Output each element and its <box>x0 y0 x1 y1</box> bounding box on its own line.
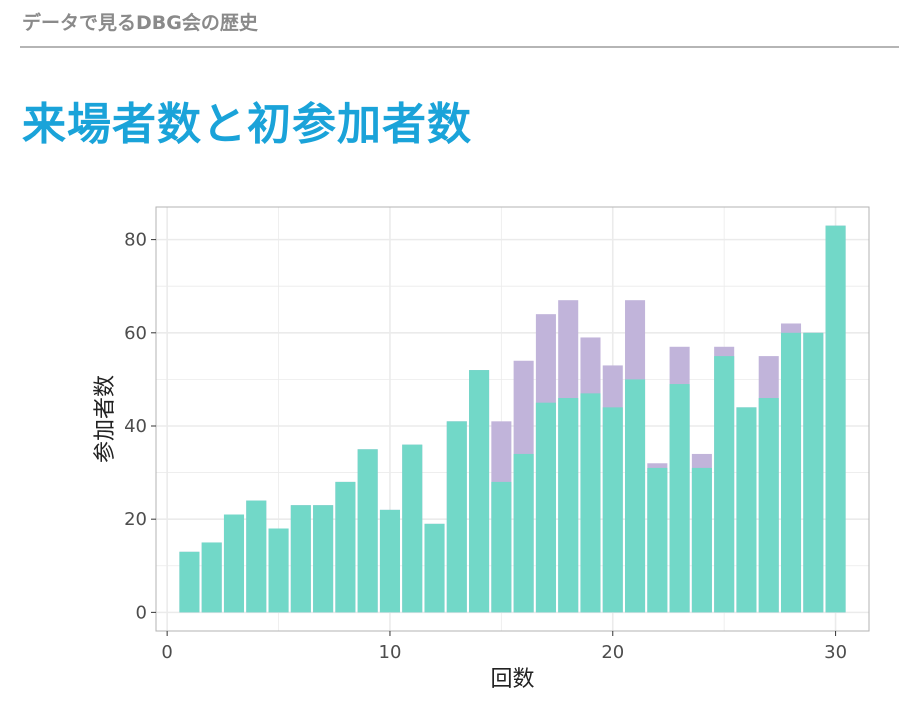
page-title: 来場者数と初参加者数 <box>22 99 472 150</box>
bar-first-time <box>223 514 245 613</box>
bar-first-time <box>625 379 646 613</box>
bar-first-time <box>424 523 445 613</box>
bar-first-time <box>780 332 802 613</box>
bar-first-time <box>246 500 267 613</box>
bar-first-time <box>803 332 824 613</box>
bar-first-time <box>491 481 512 613</box>
bar-first-time <box>691 467 712 613</box>
bar-first-time <box>714 356 735 613</box>
axis-ticks: 0 20 40 60 80 0 10 20 30 <box>124 230 847 663</box>
header-divider <box>20 46 899 48</box>
x-axis-title: 回数 <box>490 667 534 692</box>
y-tick-label: 20 <box>124 509 147 530</box>
y-tick-label: 80 <box>124 230 147 251</box>
y-tick-label: 40 <box>124 416 147 437</box>
bar-first-time <box>736 407 757 613</box>
x-tick-label: 0 <box>161 642 172 663</box>
y-tick-label: 0 <box>136 602 147 623</box>
bar-first-time <box>201 542 222 613</box>
bar-first-time <box>669 384 690 613</box>
bar-first-time <box>535 402 556 613</box>
bar-first-time <box>357 449 378 613</box>
breadcrumb: データで見るDBG会の歴史 <box>22 12 258 34</box>
bar-first-time <box>335 481 356 613</box>
bar-first-time <box>469 370 490 613</box>
x-tick-label: 30 <box>824 642 847 663</box>
bar-first-time <box>580 393 601 613</box>
bar-first-time <box>602 407 623 613</box>
x-tick-label: 20 <box>601 642 624 663</box>
bar-first-time <box>290 505 311 613</box>
y-tick-label: 60 <box>124 323 147 344</box>
bar-first-time <box>647 467 668 613</box>
bars <box>179 225 846 613</box>
bar-first-time <box>758 398 779 613</box>
bar-first-time <box>558 398 579 613</box>
bar-first-time <box>179 551 200 613</box>
bar-first-time <box>446 421 467 613</box>
bar-first-time <box>313 505 334 613</box>
bar-first-time <box>379 509 400 613</box>
bar-first-time <box>402 444 423 613</box>
bar-first-time <box>825 225 846 613</box>
y-axis-title: 参加者数 <box>93 375 118 463</box>
bar-first-time <box>513 453 534 613</box>
bar-first-time <box>268 528 289 613</box>
x-tick-label: 10 <box>379 642 402 663</box>
plot-panel-border <box>155 206 870 632</box>
